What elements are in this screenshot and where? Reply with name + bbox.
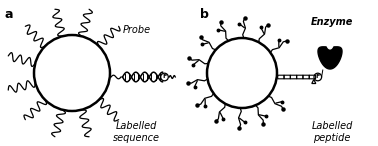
- Text: Labelled
peptide: Labelled peptide: [311, 121, 353, 143]
- Text: F: F: [163, 74, 167, 80]
- Polygon shape: [318, 47, 342, 69]
- Text: Probe: Probe: [122, 25, 150, 35]
- Circle shape: [207, 38, 277, 108]
- Polygon shape: [326, 41, 334, 49]
- Text: b: b: [200, 8, 209, 21]
- Text: Labelled
sequence: Labelled sequence: [113, 121, 160, 143]
- Text: a: a: [4, 8, 12, 21]
- Circle shape: [34, 35, 110, 111]
- Text: Enzyme: Enzyme: [311, 17, 353, 27]
- Polygon shape: [312, 80, 316, 84]
- Text: F: F: [316, 74, 320, 80]
